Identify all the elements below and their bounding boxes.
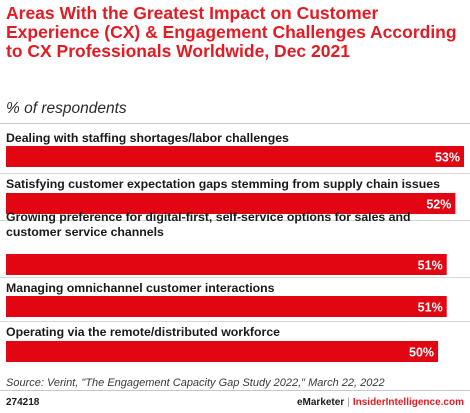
category-label: Satisfying customer expectation gaps ste…: [6, 177, 440, 191]
source-note: Source: Verint, "The Engagement Capacity…: [6, 377, 385, 389]
chart-id: 274218: [6, 397, 40, 408]
bar: [6, 193, 456, 214]
bar: [6, 146, 464, 167]
header-divider: [0, 123, 470, 124]
category-label: customer service channels: [6, 225, 164, 239]
bar: [6, 296, 447, 317]
bar-value-label: 51%: [418, 259, 443, 273]
category-label: Managing omnichannel customer interactio…: [6, 281, 275, 295]
bar-value-label: 53%: [435, 151, 460, 165]
bar-value-label: 50%: [409, 346, 434, 360]
footer-divider: [0, 390, 470, 391]
insider-intelligence-link[interactable]: InsiderIntelligence.com: [352, 397, 464, 408]
brand-footer: eMarketer | InsiderIntelligence.com: [297, 397, 464, 408]
bar: [6, 341, 439, 362]
emarketer-logo-text: eMarketer: [296, 397, 345, 408]
category-label: Dealing with staffing shortages/labor ch…: [6, 131, 289, 145]
chart-title: Areas With the Greatest Impact on Custom…: [6, 3, 457, 61]
bar: [6, 254, 447, 275]
brand-separator: |: [347, 397, 350, 408]
category-label: Operating via the remote/distributed wor…: [6, 325, 280, 339]
category-label: Growing preference for digital-first, se…: [6, 210, 411, 224]
bar-value-label: 51%: [418, 301, 443, 315]
chart-subtitle: % of respondents: [6, 100, 127, 117]
bar-value-label: 52%: [426, 198, 451, 212]
